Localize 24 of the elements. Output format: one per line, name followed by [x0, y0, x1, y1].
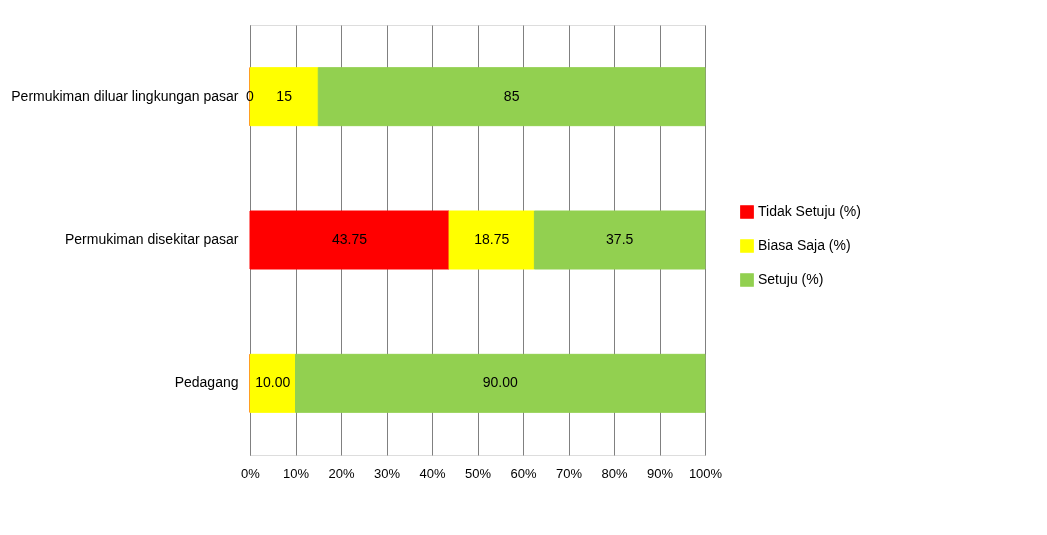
y-tick-label: Pedagang [174, 374, 239, 391]
x-tick-label: 90% [646, 465, 674, 481]
x-tick-label: 80% [601, 465, 628, 481]
data-label: 43.75 [332, 231, 368, 247]
data-label: 15 [276, 87, 293, 104]
legend-label: Setuju (%) [758, 271, 824, 287]
x-tick-label: 40% [419, 465, 446, 481]
x-tick-label: 0% [241, 465, 261, 481]
x-tick-label: 10% [282, 465, 310, 481]
x-tick-label: 20% [328, 465, 355, 481]
x-tick-label: 60% [510, 465, 537, 481]
data-label: 18.75 [474, 231, 510, 247]
x-tick-label: 50% [464, 465, 492, 481]
data-label: 90.00 [482, 374, 518, 391]
y-tick-label: Permukiman disekitar pasar [64, 231, 239, 247]
data-label: 85 [503, 87, 520, 104]
data-label: 10.00 [255, 374, 291, 391]
x-tick-label: 70% [555, 465, 583, 481]
data-label: 37.5 [606, 231, 634, 247]
x-tick-label: 100% [688, 465, 723, 481]
legend-label: Tidak Setuju (%) [758, 203, 861, 219]
x-tick-label: 30% [373, 465, 401, 481]
y-tick-label: Permukiman diluar lingkungan pasar [11, 87, 239, 104]
legend-label: Biasa Saja (%) [758, 237, 851, 253]
